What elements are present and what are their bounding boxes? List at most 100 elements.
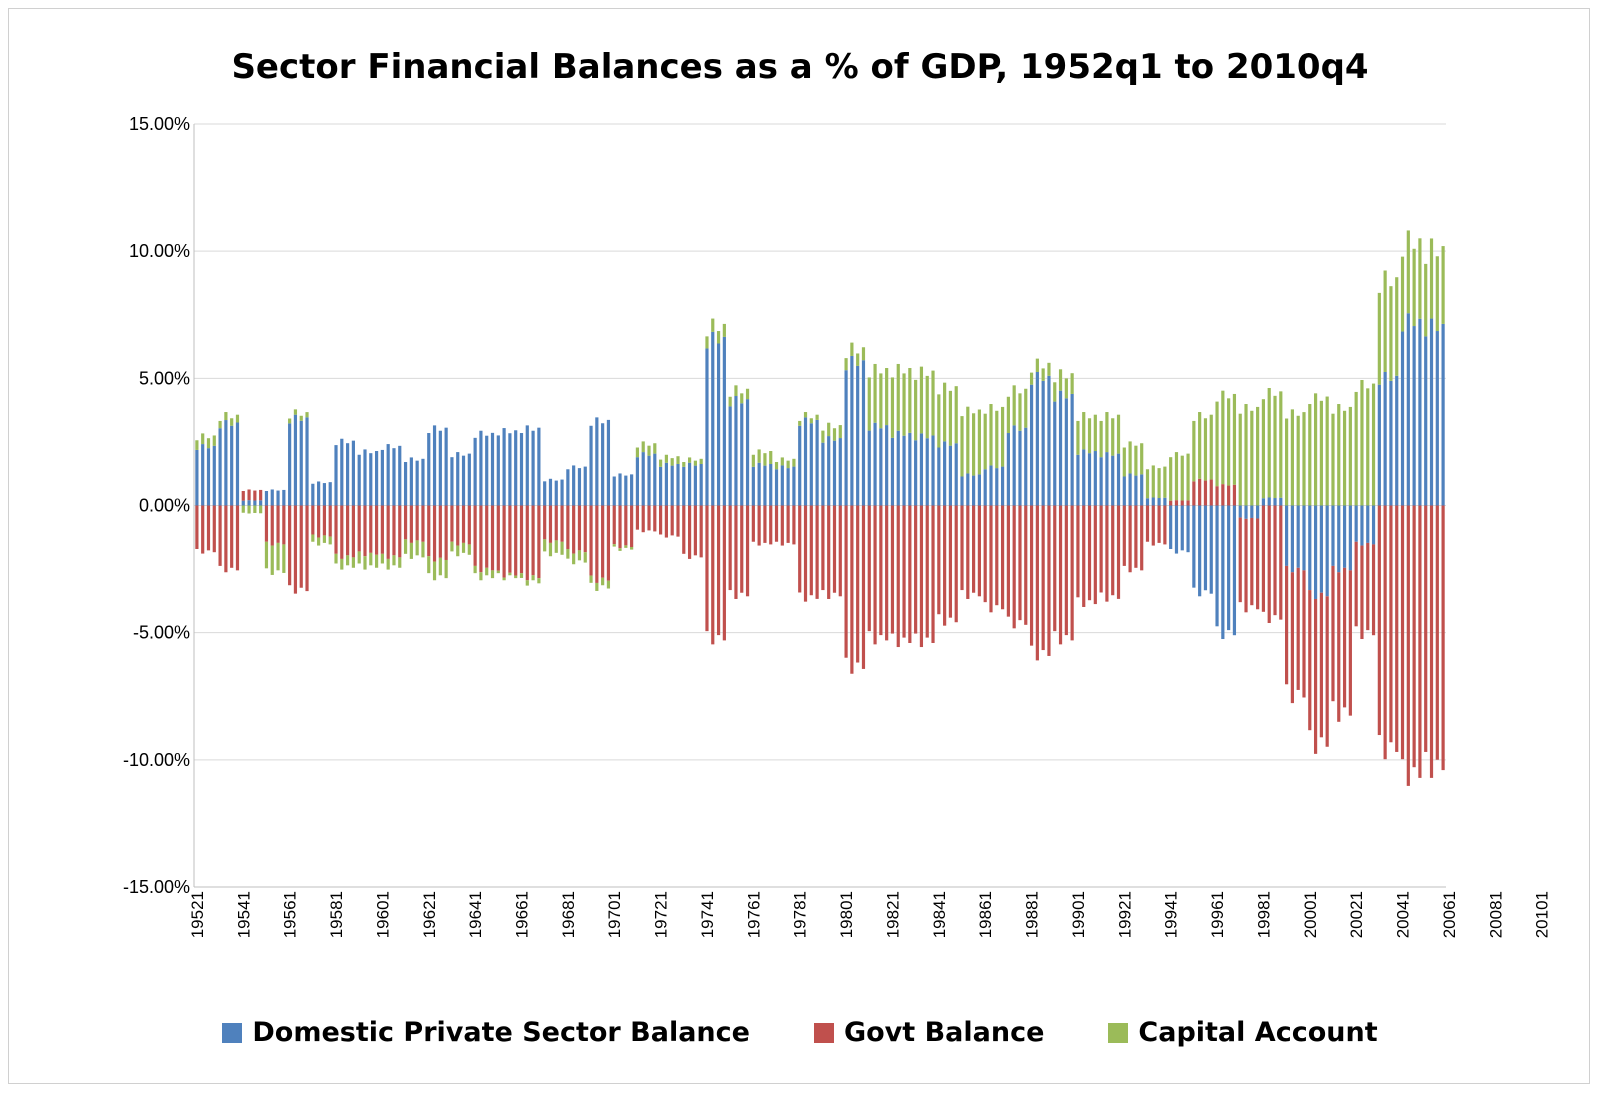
bar-govt bbox=[531, 505, 535, 576]
bar-capital bbox=[966, 406, 970, 474]
x-tick-label: 19601 bbox=[373, 891, 392, 938]
bar-capital bbox=[1383, 270, 1387, 372]
x-tick-label: 19621 bbox=[420, 891, 439, 938]
bar-private bbox=[809, 423, 813, 506]
bar-capital bbox=[328, 536, 332, 545]
bar-govt bbox=[595, 505, 599, 583]
x-tick-label: 19561 bbox=[281, 891, 300, 938]
bar-private bbox=[705, 348, 709, 506]
bar-govt bbox=[502, 505, 506, 578]
bar-private bbox=[473, 437, 477, 506]
bar-private bbox=[357, 454, 361, 506]
x-tick-label: 19661 bbox=[513, 891, 532, 938]
bar-govt bbox=[1151, 505, 1155, 546]
bar-capital bbox=[1279, 391, 1283, 498]
bar-private bbox=[1151, 497, 1155, 506]
bar-govt bbox=[821, 505, 825, 591]
bar-govt bbox=[1371, 544, 1376, 636]
bar-govt bbox=[485, 505, 489, 568]
bar-govt bbox=[1122, 505, 1126, 566]
bar-capital bbox=[693, 460, 697, 466]
bar-govt bbox=[589, 505, 593, 576]
y-tick-label: -10.00% bbox=[123, 750, 190, 770]
bar-govt bbox=[398, 505, 402, 558]
bar-capital bbox=[1082, 412, 1086, 450]
bar-capital bbox=[1371, 383, 1376, 506]
bar-capital bbox=[1418, 238, 1422, 319]
bar-capital bbox=[259, 505, 263, 514]
bar-private bbox=[914, 440, 918, 506]
bar-private bbox=[583, 466, 587, 506]
bar-govt bbox=[664, 505, 668, 538]
bar-private bbox=[1348, 505, 1352, 571]
bar-capital bbox=[195, 440, 199, 450]
bar-govt bbox=[380, 505, 384, 554]
bar-capital bbox=[856, 353, 860, 366]
bar-govt bbox=[282, 505, 286, 545]
bar-private bbox=[948, 445, 953, 506]
bar-private bbox=[1053, 401, 1057, 506]
x-tick-label: 19981 bbox=[1254, 891, 1273, 938]
bar-private bbox=[1383, 371, 1387, 506]
bar-capital bbox=[531, 575, 535, 581]
bar-govt bbox=[1279, 505, 1283, 620]
bar-govt bbox=[346, 505, 350, 556]
bar-capital bbox=[485, 567, 489, 576]
bar-capital bbox=[879, 373, 883, 429]
bar-capital bbox=[212, 435, 216, 446]
bar-private bbox=[374, 451, 379, 506]
bar-private bbox=[896, 430, 900, 506]
bar-govt bbox=[1070, 505, 1074, 641]
bar-private bbox=[514, 430, 518, 506]
x-tick-label: 19941 bbox=[1162, 891, 1181, 938]
bar-capital bbox=[1006, 396, 1010, 434]
x-tick-label: 20061 bbox=[1440, 891, 1459, 938]
bar-govt bbox=[218, 505, 222, 566]
bar-capital bbox=[827, 422, 831, 437]
bar-private bbox=[363, 449, 367, 506]
bar-govt bbox=[543, 505, 547, 540]
bar-capital bbox=[1232, 393, 1237, 485]
bar-capital bbox=[1163, 466, 1167, 498]
bar-capital bbox=[1111, 418, 1115, 456]
bar-govt bbox=[989, 505, 993, 613]
bar-govt bbox=[798, 505, 802, 593]
bar-govt bbox=[792, 505, 796, 545]
bar-capital bbox=[722, 323, 726, 337]
bar-capital bbox=[1290, 409, 1294, 506]
bar-capital bbox=[711, 318, 715, 332]
bar-private bbox=[995, 468, 999, 506]
bar-capital bbox=[937, 394, 941, 448]
bar-private bbox=[317, 481, 321, 506]
bar-govt bbox=[902, 505, 906, 638]
bar-private bbox=[850, 355, 854, 506]
bar-govt bbox=[1058, 505, 1063, 645]
bar-capital bbox=[554, 540, 558, 553]
bar-private bbox=[734, 396, 738, 506]
bar-private bbox=[531, 430, 535, 506]
bar-govt bbox=[572, 505, 576, 554]
chart-title: Sector Financial Balances as a % of GDP,… bbox=[231, 47, 1369, 87]
bar-govt bbox=[1366, 542, 1370, 631]
bar-govt bbox=[844, 505, 848, 658]
bar-govt bbox=[734, 505, 738, 599]
bar-capital bbox=[682, 462, 686, 467]
bar-govt bbox=[1302, 570, 1306, 698]
x-tick-label: 20101 bbox=[1533, 891, 1552, 938]
bar-capital bbox=[386, 558, 390, 570]
bar-capital bbox=[740, 393, 744, 404]
bar-govt bbox=[369, 505, 373, 553]
bar-private bbox=[1371, 505, 1376, 545]
bar-private bbox=[1047, 375, 1051, 506]
bar-govt bbox=[873, 505, 877, 645]
bar-private bbox=[403, 462, 408, 506]
bar-private bbox=[409, 457, 413, 506]
bar-capital bbox=[1389, 286, 1393, 381]
x-tick-label: 19861 bbox=[976, 891, 995, 938]
bar-capital bbox=[844, 358, 848, 371]
y-tick-label: 0.00% bbox=[139, 496, 190, 516]
bar-capital bbox=[977, 409, 981, 475]
bar-capital bbox=[861, 347, 866, 361]
bar-govt bbox=[514, 505, 518, 576]
bar-govt bbox=[612, 505, 616, 545]
